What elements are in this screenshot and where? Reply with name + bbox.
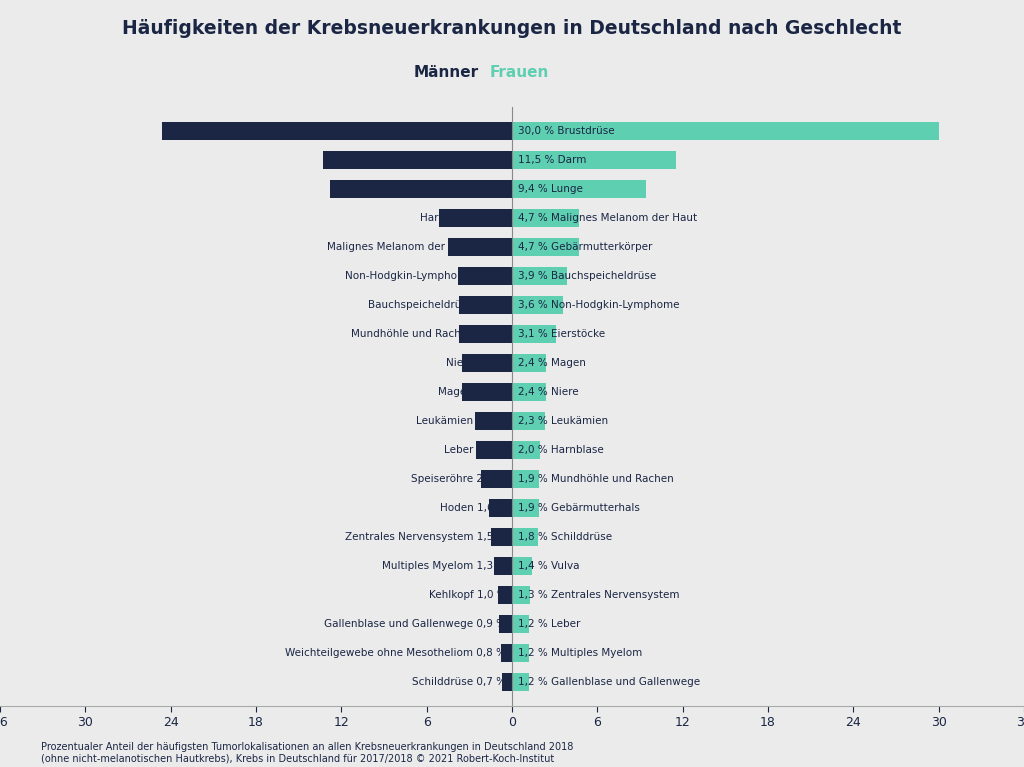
Text: 1,9 % Gebärmutterhals: 1,9 % Gebärmutterhals bbox=[518, 503, 640, 513]
Text: Prozentualer Anteil der häufigsten Tumorlokalisationen an allen Krebsneuerkranku: Prozentualer Anteil der häufigsten Tumor… bbox=[41, 742, 573, 763]
Text: Prostata 24,6 %: Prostata 24,6 % bbox=[424, 126, 506, 136]
Text: 3,1 % Eierstöcke: 3,1 % Eierstöcke bbox=[518, 329, 605, 339]
Bar bbox=[462, 383, 512, 401]
Bar bbox=[512, 441, 541, 459]
Bar bbox=[512, 383, 546, 401]
Bar bbox=[458, 267, 512, 285]
Text: Weichteilgewebe ohne Mesotheliom 0,8 %: Weichteilgewebe ohne Mesotheliom 0,8 % bbox=[286, 648, 506, 658]
Bar bbox=[512, 267, 567, 285]
Text: 1,2 % Gallenblase und Gallenwege: 1,2 % Gallenblase und Gallenwege bbox=[518, 677, 699, 687]
Text: Darm 12,8 %: Darm 12,8 % bbox=[438, 184, 506, 194]
Bar bbox=[162, 122, 512, 140]
Text: 1,4 % Vulva: 1,4 % Vulva bbox=[518, 561, 580, 571]
Bar bbox=[512, 179, 646, 198]
Bar bbox=[512, 673, 529, 691]
Text: 1,2 % Leber: 1,2 % Leber bbox=[518, 619, 580, 629]
Bar bbox=[512, 586, 530, 604]
Text: 30,0 % Brustdrüse: 30,0 % Brustdrüse bbox=[518, 126, 614, 136]
Bar bbox=[460, 296, 512, 314]
Bar bbox=[512, 354, 546, 372]
Text: 1,8 % Schilddrüse: 1,8 % Schilddrüse bbox=[518, 532, 611, 542]
Text: 2,4 % Niere: 2,4 % Niere bbox=[518, 387, 579, 397]
Bar bbox=[460, 325, 512, 343]
Text: Bauchspeicheldrüse 3,7 %: Bauchspeicheldrüse 3,7 % bbox=[368, 300, 506, 310]
Bar bbox=[449, 238, 512, 255]
Text: 3,6 % Non-Hodgkin-Lymphome: 3,6 % Non-Hodgkin-Lymphome bbox=[518, 300, 679, 310]
Text: Non-Hodgkin-Lymphome 3,8 %: Non-Hodgkin-Lymphome 3,8 % bbox=[345, 271, 506, 281]
Bar bbox=[462, 354, 512, 372]
Text: Kehlkopf 1,0 %: Kehlkopf 1,0 % bbox=[429, 591, 506, 601]
Bar bbox=[498, 586, 512, 604]
Bar bbox=[489, 499, 512, 517]
Bar bbox=[500, 615, 512, 634]
Bar bbox=[512, 122, 939, 140]
Text: Niere 3,5 %: Niere 3,5 % bbox=[445, 358, 506, 368]
Text: Mundhöhle und Rachen 3,7 %: Mundhöhle und Rachen 3,7 % bbox=[350, 329, 506, 339]
Text: Lunge 13,3 %: Lunge 13,3 % bbox=[435, 155, 506, 165]
Bar bbox=[512, 558, 531, 575]
Bar bbox=[476, 441, 512, 459]
Bar bbox=[512, 470, 539, 488]
Bar bbox=[439, 209, 512, 227]
Text: 2,4 % Magen: 2,4 % Magen bbox=[518, 358, 586, 368]
Bar bbox=[501, 644, 512, 663]
Text: Hoden 1,6 %: Hoden 1,6 % bbox=[439, 503, 506, 513]
Text: Multiples Myelom 1,3 %: Multiples Myelom 1,3 % bbox=[382, 561, 506, 571]
Bar bbox=[512, 150, 676, 169]
Bar bbox=[512, 615, 529, 634]
Text: 4,7 % Gebärmutterkörper: 4,7 % Gebärmutterkörper bbox=[518, 242, 652, 252]
Text: Speiseröhre 2,2 %: Speiseröhre 2,2 % bbox=[412, 474, 506, 484]
Text: Harnblase 5,1 %: Harnblase 5,1 % bbox=[421, 212, 506, 222]
Text: Männer: Männer bbox=[414, 65, 479, 81]
Bar bbox=[502, 673, 512, 691]
Bar bbox=[480, 470, 512, 488]
Bar bbox=[475, 412, 512, 430]
Text: 11,5 % Darm: 11,5 % Darm bbox=[518, 155, 586, 165]
Text: 2,0 % Harnblase: 2,0 % Harnblase bbox=[518, 445, 603, 455]
Text: Häufigkeiten der Krebsneuerkrankungen in Deutschland nach Geschlecht: Häufigkeiten der Krebsneuerkrankungen in… bbox=[122, 19, 902, 38]
Text: Schilddrüse 0,7 %: Schilddrüse 0,7 % bbox=[413, 677, 506, 687]
Bar bbox=[323, 150, 512, 169]
Bar bbox=[512, 644, 529, 663]
Bar bbox=[512, 238, 579, 255]
Bar bbox=[512, 412, 545, 430]
Text: 9,4 % Lunge: 9,4 % Lunge bbox=[518, 184, 583, 194]
Bar bbox=[490, 528, 512, 546]
Text: 3,9 % Bauchspeicheldrüse: 3,9 % Bauchspeicheldrüse bbox=[518, 271, 656, 281]
Text: 1,3 % Zentrales Nervensystem: 1,3 % Zentrales Nervensystem bbox=[518, 591, 679, 601]
Text: 2,3 % Leukämien: 2,3 % Leukämien bbox=[518, 416, 608, 426]
Bar bbox=[512, 325, 556, 343]
Bar bbox=[512, 499, 539, 517]
Text: Magen 3,5 %: Magen 3,5 % bbox=[438, 387, 506, 397]
Text: Leukämien 2,6 %: Leukämien 2,6 % bbox=[416, 416, 506, 426]
Text: 4,7 % Malignes Melanom der Haut: 4,7 % Malignes Melanom der Haut bbox=[518, 212, 696, 222]
Bar bbox=[512, 209, 579, 227]
Bar bbox=[330, 179, 512, 198]
Text: 1,2 % Multiples Myelom: 1,2 % Multiples Myelom bbox=[518, 648, 642, 658]
Text: Malignes Melanom der Haut 4,5 %: Malignes Melanom der Haut 4,5 % bbox=[328, 242, 506, 252]
Bar bbox=[512, 528, 538, 546]
Text: Leber 2,5 %: Leber 2,5 % bbox=[444, 445, 506, 455]
Text: 1,9 % Mundhöhle und Rachen: 1,9 % Mundhöhle und Rachen bbox=[518, 474, 674, 484]
Bar bbox=[494, 558, 512, 575]
Text: Gallenblase und Gallenwege 0,9 %: Gallenblase und Gallenwege 0,9 % bbox=[325, 619, 506, 629]
Text: Frauen: Frauen bbox=[489, 65, 549, 81]
Text: Zentrales Nervensystem 1,5 %: Zentrales Nervensystem 1,5 % bbox=[345, 532, 506, 542]
Bar bbox=[512, 296, 563, 314]
